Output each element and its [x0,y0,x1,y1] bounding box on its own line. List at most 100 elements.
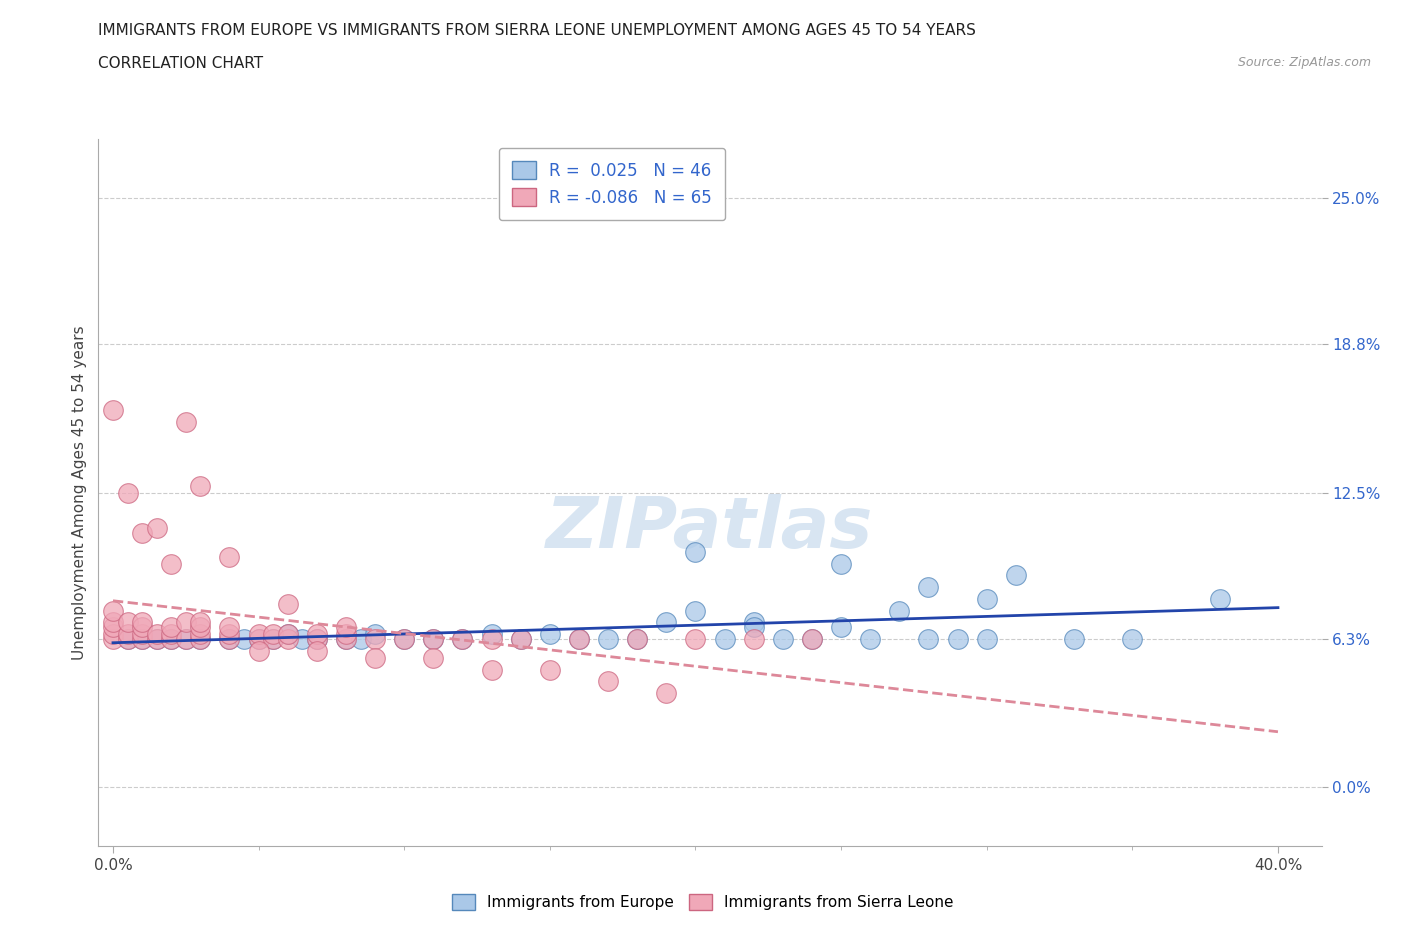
Point [364,631,387,646]
Point [218,627,240,642]
Point [131,631,153,646]
Point [335,627,357,642]
Point [277,627,299,642]
Point [117,631,139,646]
Point [481,631,503,646]
Text: ZIPatlas: ZIPatlas [547,494,873,563]
Legend: R =  0.025   N = 46, R = -0.086   N = 65: R = 0.025 N = 46, R = -0.086 N = 65 [499,148,725,220]
Point [335,631,357,646]
Point [160,631,183,646]
Point [568,631,591,646]
Point [481,627,503,642]
Point [655,615,678,630]
Point [509,631,531,646]
Point [174,415,197,430]
Point [247,644,270,658]
Point [247,631,270,646]
Point [188,619,212,634]
Point [145,631,167,646]
Text: Source: ZipAtlas.com: Source: ZipAtlas.com [1237,56,1371,69]
Point [349,631,371,646]
Point [160,556,183,571]
Point [218,619,240,634]
Point [685,631,707,646]
Point [305,627,328,642]
Point [713,631,735,646]
Y-axis label: Unemployment Among Ages 45 to 54 years: Unemployment Among Ages 45 to 54 years [72,326,87,660]
Point [859,631,882,646]
Point [917,631,939,646]
Point [145,521,167,536]
Point [422,631,444,646]
Point [262,631,284,646]
Point [247,631,270,646]
Point [335,631,357,646]
Point [247,627,270,642]
Point [117,615,139,630]
Point [1063,631,1085,646]
Point [145,627,167,642]
Point [742,619,765,634]
Point [626,631,648,646]
Point [101,403,124,418]
Point [277,631,299,646]
Point [305,631,328,646]
Point [394,631,416,646]
Point [160,627,183,642]
Point [364,627,387,642]
Point [117,631,139,646]
Point [335,619,357,634]
Point [364,650,387,665]
Point [188,615,212,630]
Point [538,627,561,642]
Point [188,627,212,642]
Point [305,631,328,646]
Point [801,631,824,646]
Point [742,631,765,646]
Point [598,674,620,689]
Point [976,631,998,646]
Point [509,631,531,646]
Point [976,591,998,606]
Point [1004,568,1026,583]
Point [131,615,153,630]
Point [889,604,911,618]
Point [262,627,284,642]
Point [101,627,124,642]
Point [1121,631,1143,646]
Point [233,631,256,646]
Point [101,615,124,630]
Point [101,631,124,646]
Point [422,650,444,665]
Point [917,579,939,594]
Legend: Immigrants from Europe, Immigrants from Sierra Leone: Immigrants from Europe, Immigrants from … [444,886,962,918]
Point [188,631,212,646]
Point [1208,591,1232,606]
Point [218,549,240,564]
Point [742,615,765,630]
Point [538,662,561,677]
Point [277,596,299,611]
Point [451,631,474,646]
Point [568,631,591,646]
Point [451,631,474,646]
Point [117,485,139,500]
Point [305,644,328,658]
Point [188,478,212,493]
Point [145,631,167,646]
Point [801,631,824,646]
Point [117,627,139,642]
Point [101,604,124,618]
Point [188,631,212,646]
Point [160,619,183,634]
Point [422,631,444,646]
Point [481,662,503,677]
Point [101,619,124,634]
Point [218,631,240,646]
Point [830,556,852,571]
Point [218,631,240,646]
Point [830,619,852,634]
Point [174,615,197,630]
Point [685,604,707,618]
Point [174,631,197,646]
